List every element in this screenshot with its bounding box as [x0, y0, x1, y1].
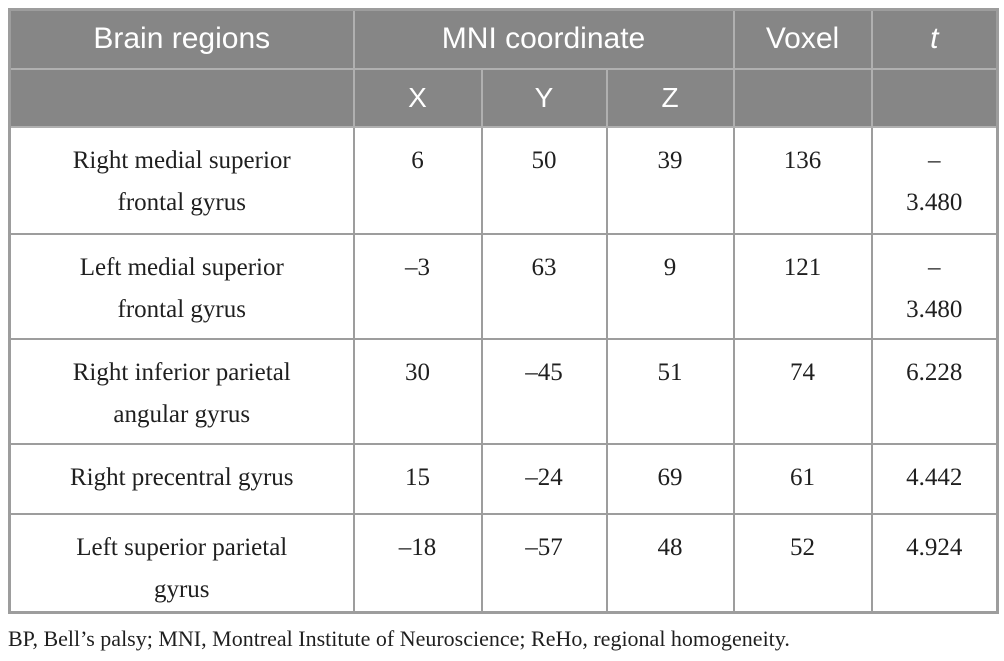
brain-regions-table: Brain regions MNI coordinate Voxel t X Y…: [8, 8, 1000, 614]
table-row: Right medial superior frontal gyrus 6 50…: [8, 125, 999, 235]
t-cell: – 3.480: [870, 125, 999, 235]
header-z: Z: [605, 67, 735, 128]
region-cell: Left superior parietal gyrus: [8, 512, 355, 613]
header-mni-coordinate: MNI coordinate: [352, 8, 735, 70]
x-cell: 30: [352, 337, 483, 445]
table-row: Right precentral gyrus 15 –24 69 61 4.44…: [8, 442, 999, 515]
y-cell: 50: [480, 125, 608, 235]
header-brain-regions: Brain regions: [8, 8, 355, 70]
voxel-cell: 61: [732, 442, 873, 515]
header-row-1: Brain regions MNI coordinate Voxel t: [8, 8, 999, 70]
header-empty-region: [8, 67, 355, 128]
z-cell: 51: [605, 337, 735, 445]
voxel-cell: 52: [732, 512, 873, 613]
voxel-cell: 74: [732, 337, 873, 445]
table-footnote: BP, Bell’s palsy; MNI, Montreal Institut…: [8, 625, 790, 651]
header-x: X: [352, 67, 483, 128]
y-cell: –45: [480, 337, 608, 445]
header-empty-voxel: [732, 67, 873, 128]
table-row: Left superior parietal gyrus –18 –57 48 …: [8, 512, 999, 613]
header-voxel: Voxel: [732, 8, 873, 70]
y-cell: 63: [480, 232, 608, 340]
voxel-cell: 136: [732, 125, 873, 235]
region-cell: Right precentral gyrus: [8, 442, 355, 515]
table-row: Left medial superior frontal gyrus –3 63…: [8, 232, 999, 340]
x-cell: –3: [352, 232, 483, 340]
x-cell: –18: [352, 512, 483, 613]
table-header: Brain regions MNI coordinate Voxel t X Y…: [8, 8, 999, 128]
x-cell: 6: [352, 125, 483, 235]
t-cell: 4.924: [870, 512, 999, 613]
header-y: Y: [480, 67, 608, 128]
region-cell: Right medial superior frontal gyrus: [8, 125, 355, 235]
table-row: Right inferior parietal angular gyrus 30…: [8, 337, 999, 445]
z-cell: 39: [605, 125, 735, 235]
y-cell: –57: [480, 512, 608, 613]
z-cell: 9: [605, 232, 735, 340]
y-cell: –24: [480, 442, 608, 515]
x-cell: 15: [352, 442, 483, 515]
header-t: t: [870, 8, 999, 70]
voxel-cell: 121: [732, 232, 873, 340]
z-cell: 48: [605, 512, 735, 613]
t-cell: 4.442: [870, 442, 999, 515]
header-row-2: X Y Z: [8, 67, 999, 128]
t-cell: – 3.480: [870, 232, 999, 340]
t-cell: 6.228: [870, 337, 999, 445]
header-empty-t: [870, 67, 999, 128]
region-cell: Right inferior parietal angular gyrus: [8, 337, 355, 445]
table-body: Right medial superior frontal gyrus 6 50…: [8, 125, 999, 613]
region-cell: Left medial superior frontal gyrus: [8, 232, 355, 340]
z-cell: 69: [605, 442, 735, 515]
